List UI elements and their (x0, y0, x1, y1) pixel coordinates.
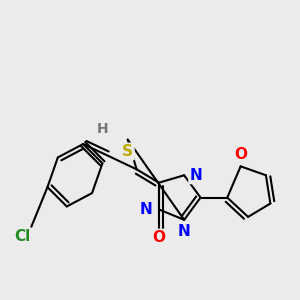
Text: N: N (178, 224, 190, 239)
Text: S: S (122, 144, 133, 159)
Text: Cl: Cl (14, 229, 30, 244)
Text: N: N (190, 168, 202, 183)
Text: N: N (140, 202, 153, 217)
Text: O: O (234, 147, 247, 162)
Text: O: O (152, 230, 165, 245)
Text: H: H (97, 122, 108, 136)
